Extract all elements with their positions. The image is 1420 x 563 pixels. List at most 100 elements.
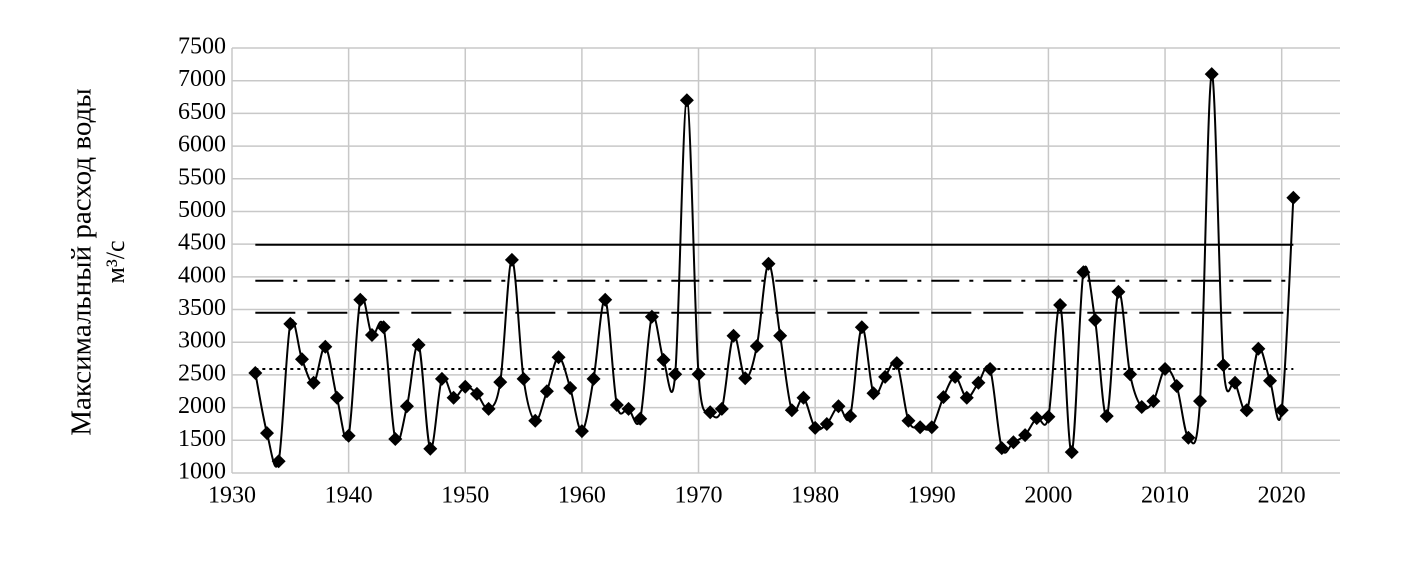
y-tick-label: 2500: [178, 360, 226, 386]
x-tick-label: 1970: [675, 483, 723, 509]
data-point: [1274, 403, 1289, 418]
data-point: [481, 401, 496, 416]
data-point: [679, 93, 694, 108]
data-point: [1193, 394, 1208, 409]
y-axis-label: Максимальный расход воды м³/с: [66, 88, 130, 436]
data-point: [574, 424, 589, 439]
data-point: [913, 420, 928, 435]
x-tick-label: 2010: [1141, 483, 1189, 509]
data-point: [1158, 362, 1173, 377]
data-point: [983, 362, 998, 377]
data-point: [609, 398, 624, 412]
data-point: [726, 328, 741, 343]
data-point: [539, 384, 554, 399]
data-point: [1181, 430, 1196, 445]
data-point: [749, 339, 764, 354]
data-point: [714, 401, 729, 416]
y-tick-label: 4000: [178, 262, 226, 288]
data-point: [1251, 341, 1266, 356]
y-tick-label: 2000: [178, 393, 226, 419]
data-point: [1263, 373, 1278, 388]
data-point: [1111, 284, 1126, 299]
x-tick-label: 1990: [908, 483, 956, 509]
data-point: [434, 371, 449, 386]
data-point: [353, 292, 368, 307]
data-point: [668, 367, 683, 382]
data-point: [586, 371, 601, 386]
data-point: [959, 390, 974, 405]
data-point: [971, 375, 986, 390]
data-point: [376, 320, 391, 335]
y-tick-label: 3000: [178, 328, 226, 354]
data-point: [796, 390, 811, 405]
data-point: [306, 375, 321, 390]
data-point: [458, 379, 473, 394]
data-point: [854, 320, 869, 335]
x-tick-label: 1940: [325, 483, 373, 509]
data-point: [1006, 435, 1021, 450]
data-point: [773, 328, 788, 343]
data-point: [1134, 399, 1149, 414]
data-point: [1204, 67, 1219, 82]
data-point: [259, 426, 274, 441]
data-point: [1228, 375, 1243, 390]
data-point: [691, 367, 706, 382]
data-point: [423, 441, 438, 456]
data-point: [1029, 411, 1044, 426]
data-point: [528, 413, 543, 428]
data-point: [341, 428, 356, 443]
data-point: [831, 399, 846, 414]
data-point: [819, 416, 834, 431]
y-tick-label: 7000: [178, 66, 226, 92]
data-point: [411, 337, 426, 352]
data-point: [388, 432, 403, 446]
data-point: [808, 420, 823, 435]
y-tick-label: 6000: [178, 132, 226, 158]
data-point: [1099, 409, 1114, 424]
data-point: [551, 350, 566, 365]
data-point: [364, 328, 379, 343]
data-point: [1064, 445, 1079, 460]
data-point: [1018, 428, 1033, 443]
data-point: [294, 352, 309, 367]
data-point: [878, 369, 893, 384]
x-tick-label: 1950: [441, 483, 489, 509]
data-point: [563, 381, 578, 395]
data-point: [493, 375, 508, 390]
y-tick-label: 7500: [178, 34, 226, 60]
x-tick-label: 1960: [558, 483, 606, 509]
data-point: [1088, 313, 1103, 327]
y-tick-label: 1500: [178, 426, 226, 452]
data-point: [936, 390, 951, 405]
data-point: [761, 256, 776, 271]
y-label-unit: м³/с: [101, 240, 130, 283]
data-point: [329, 390, 344, 405]
data-point: [621, 401, 636, 416]
data-point: [738, 371, 753, 386]
data-point: [1146, 394, 1161, 409]
y-tick-label: 3500: [178, 295, 226, 321]
y-tick-label: 5500: [178, 164, 226, 190]
data-point: [516, 371, 531, 386]
data-point: [504, 252, 519, 267]
data-point: [446, 390, 461, 405]
data-point: [703, 405, 718, 420]
data-point: [598, 292, 613, 307]
data-point: [1286, 190, 1301, 205]
y-tick-label: 5000: [178, 197, 226, 223]
data-point: [889, 356, 904, 371]
data-point: [644, 309, 659, 324]
data-point: [318, 339, 333, 354]
data-point: [1169, 379, 1184, 394]
y-label: Максимальный расход воды: [66, 88, 98, 436]
x-tick-label: 1980: [791, 483, 839, 509]
data-point: [901, 413, 916, 428]
y-tick-label: 4500: [178, 230, 226, 256]
data-point: [924, 420, 939, 435]
x-tick-label: 1930: [208, 483, 256, 509]
data-point: [1123, 367, 1138, 382]
data-point: [469, 386, 484, 401]
data-point: [866, 386, 881, 401]
data-point: [843, 409, 858, 424]
